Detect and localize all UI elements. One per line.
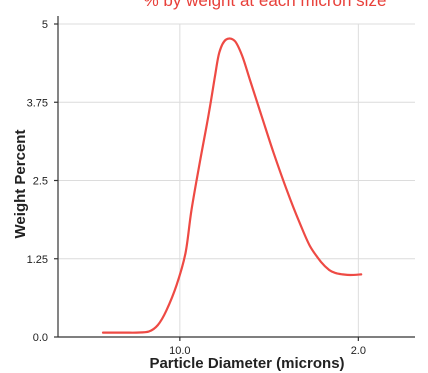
y-tick-label: 1.25 <box>27 254 48 266</box>
series-line-0 <box>101 37 363 334</box>
x-tick-labels: 10.0 2.0 <box>169 345 366 357</box>
x-tick-label: 2.0 <box>351 345 366 357</box>
y-tick-label: 3.75 <box>27 97 48 109</box>
y-tick-labels: 0.0 1.25 2.5 3.75 5 <box>27 19 48 344</box>
axes <box>54 16 415 341</box>
x-axis-label: Particle Diameter (microns) <box>149 355 344 372</box>
x-tick-label: 10.0 <box>169 345 190 357</box>
y-tick-label: 2.5 <box>33 176 48 188</box>
y-tick-label: 0.0 <box>33 332 48 344</box>
series-layer <box>101 37 363 334</box>
gridlines <box>58 23 415 338</box>
y-axis-label: Weight Percent <box>12 130 29 239</box>
y-tick-label: 5 <box>42 19 48 31</box>
chart-title: % by weight at each micron size <box>144 0 387 10</box>
